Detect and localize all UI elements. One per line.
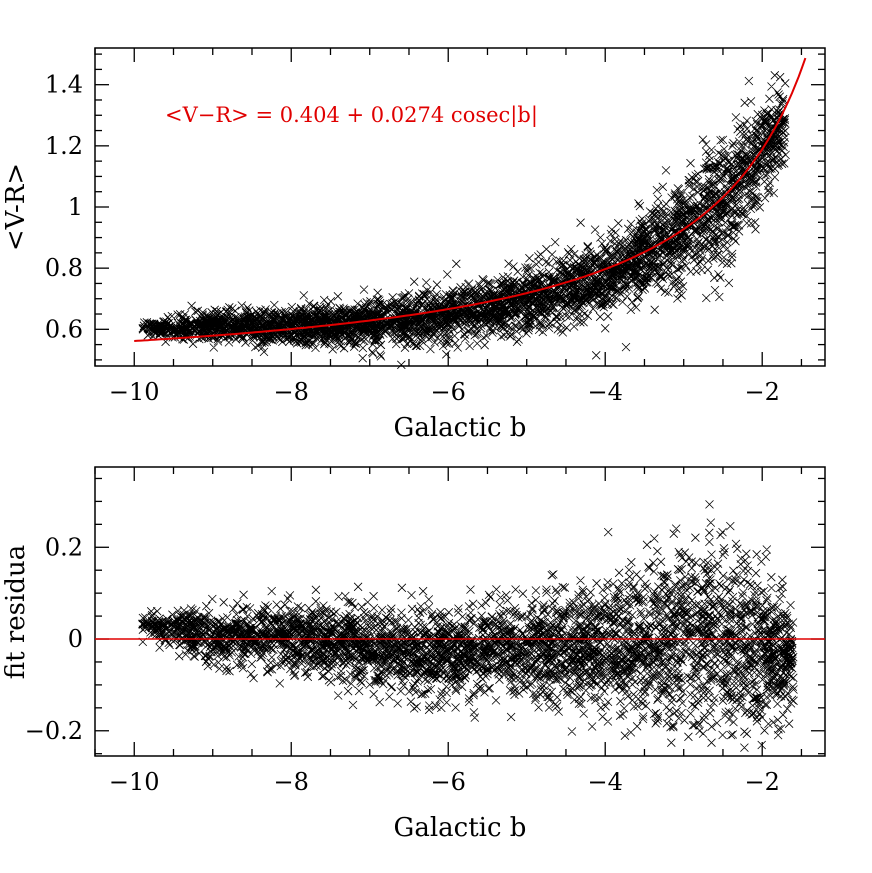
x-tick-label: −6 — [431, 768, 466, 796]
y-tick-label: 0.6 — [45, 315, 83, 343]
bottom-x-axis-title: Galactic b — [394, 813, 527, 843]
bottom-plot-frame — [94, 466, 826, 757]
y-tick-label: 1.4 — [45, 71, 83, 99]
y-tick-label: 0 — [68, 625, 83, 653]
top-axis-ticks: −10 −8 −6 −4 −2 0.6 0.8 1 1.2 1.4 — [45, 48, 825, 406]
x-tick-label: −8 — [274, 768, 309, 796]
scatter-markers — [138, 500, 798, 752]
y-tick-label: −0.2 — [25, 717, 83, 745]
y-tick-label: 0.8 — [45, 254, 83, 282]
y-tick-label: 1.2 — [45, 132, 83, 160]
bottom-panel: −10 −8 −6 −4 −2 −0.2 0 0.2 Galactic b fit resid… — [1, 466, 826, 843]
x-tick-label: −10 — [109, 378, 160, 406]
bottom-scatter-points — [138, 500, 798, 752]
top-y-axis-title: <V-R> — [1, 163, 31, 251]
y-tick-label: 0.2 — [45, 533, 83, 561]
y-tick-label: 1 — [68, 193, 83, 221]
fit-equation-label: <V−R> = 0.404 + 0.0274 cosec|b| — [165, 103, 538, 128]
top-x-axis-title: Galactic b — [394, 413, 527, 443]
x-tick-label: −2 — [745, 378, 780, 406]
x-tick-label: −4 — [588, 378, 623, 406]
x-tick-label: −10 — [109, 768, 160, 796]
bottom-y-axis-title: fit residua — [1, 545, 31, 679]
top-panel: −10 −8 −6 −4 −2 0.6 0.8 1 1.2 1.4 <V−R> = 0.404 +… — [1, 47, 826, 443]
x-tick-label: −6 — [431, 378, 466, 406]
x-tick-label: −8 — [274, 378, 309, 406]
x-tick-label: −2 — [745, 768, 780, 796]
x-tick-label: −4 — [588, 768, 623, 796]
fit-curve — [134, 57, 807, 342]
